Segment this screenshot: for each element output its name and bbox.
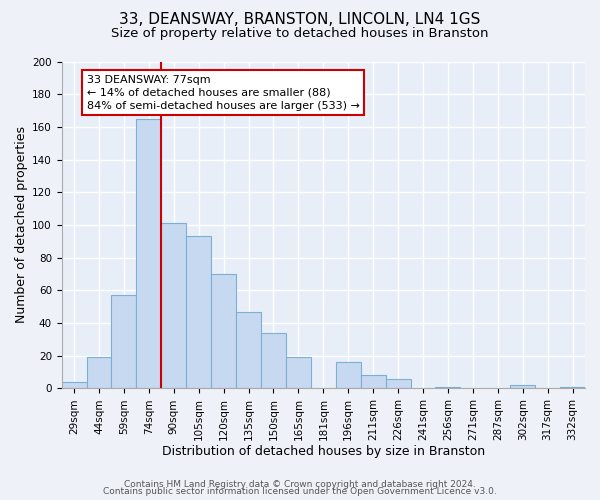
Text: Size of property relative to detached houses in Branston: Size of property relative to detached ho… bbox=[111, 28, 489, 40]
Bar bbox=[136, 118, 161, 388]
Bar bbox=[386, 378, 410, 388]
Bar bbox=[436, 387, 460, 388]
Text: 33, DEANSWAY, BRANSTON, LINCOLN, LN4 1GS: 33, DEANSWAY, BRANSTON, LINCOLN, LN4 1GS bbox=[119, 12, 481, 28]
Bar bbox=[236, 312, 261, 388]
Text: Contains public sector information licensed under the Open Government Licence v3: Contains public sector information licen… bbox=[103, 487, 497, 496]
Bar bbox=[161, 224, 186, 388]
Bar bbox=[286, 358, 311, 388]
Bar bbox=[112, 296, 136, 388]
Bar bbox=[261, 333, 286, 388]
Bar bbox=[86, 358, 112, 388]
Bar bbox=[361, 376, 386, 388]
Bar bbox=[336, 362, 361, 388]
Text: 33 DEANSWAY: 77sqm
← 14% of detached houses are smaller (88)
84% of semi-detache: 33 DEANSWAY: 77sqm ← 14% of detached hou… bbox=[86, 74, 359, 111]
Bar bbox=[211, 274, 236, 388]
Y-axis label: Number of detached properties: Number of detached properties bbox=[15, 126, 28, 324]
X-axis label: Distribution of detached houses by size in Branston: Distribution of detached houses by size … bbox=[162, 444, 485, 458]
Bar bbox=[62, 382, 86, 388]
Text: Contains HM Land Registry data © Crown copyright and database right 2024.: Contains HM Land Registry data © Crown c… bbox=[124, 480, 476, 489]
Bar bbox=[560, 387, 585, 388]
Bar bbox=[510, 385, 535, 388]
Bar bbox=[186, 236, 211, 388]
